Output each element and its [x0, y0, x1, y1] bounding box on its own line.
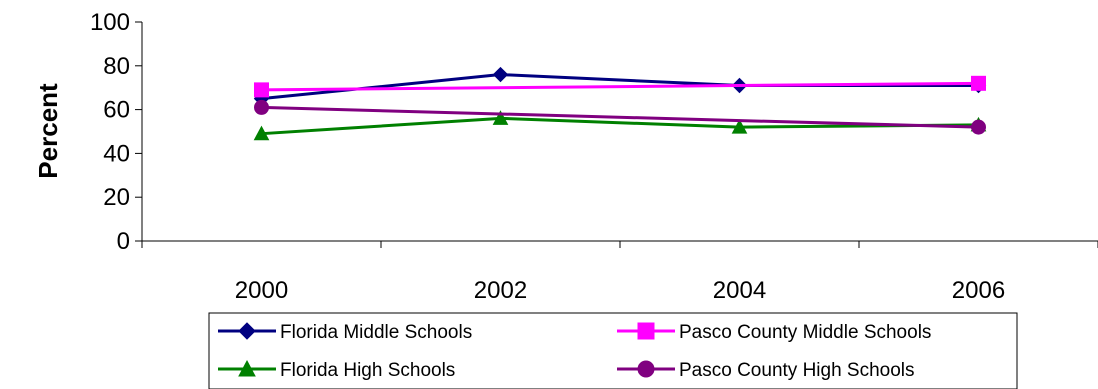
series-line: [261, 105, 979, 129]
y-axis-title: Percent: [33, 83, 63, 179]
data-point: [492, 66, 509, 83]
legend-entry-label: Pasco County High Schools: [679, 360, 915, 381]
data-point: [253, 125, 270, 141]
data-point: [254, 99, 269, 115]
x-ticks: 2000 2002 2004 2006: [141, 241, 1098, 304]
legend-marker: [637, 360, 655, 378]
data-point: [731, 119, 748, 134]
data-point: [971, 119, 986, 135]
y-tick-label: 40: [103, 140, 130, 167]
y-tick-label: 0: [117, 228, 130, 255]
legend-marker: [637, 322, 655, 340]
x-tick-label: 2004: [713, 277, 766, 304]
y-ticks: 0 20 40 60 80 100: [90, 9, 142, 255]
y-tick-label: 20: [103, 184, 130, 211]
x-tick-label: 2006: [952, 277, 1005, 304]
data-point: [492, 110, 509, 125]
y-tick-label: 80: [103, 53, 130, 80]
data-point: [971, 75, 986, 91]
x-tick-label: 2000: [235, 277, 288, 304]
y-tick-label: 60: [103, 97, 130, 124]
legend-box: [208, 312, 1018, 389]
legend: Florida Middle Schools Pasco County Middl…: [208, 312, 1018, 389]
legend-marker: [238, 359, 256, 377]
legend-entry-label: Florida Middle Schools: [280, 322, 472, 343]
y-tick-label: 100: [90, 9, 130, 36]
legend-entry-label: Pasco County Middle Schools: [679, 322, 931, 343]
series-line: [261, 81, 979, 92]
series-layer: [253, 66, 987, 141]
legend-entry-label: Florida High Schools: [280, 360, 455, 381]
legend-marker: [238, 322, 256, 340]
series-line: [261, 116, 979, 136]
data-point: [254, 82, 269, 98]
x-tick-label: 2002: [474, 277, 527, 304]
